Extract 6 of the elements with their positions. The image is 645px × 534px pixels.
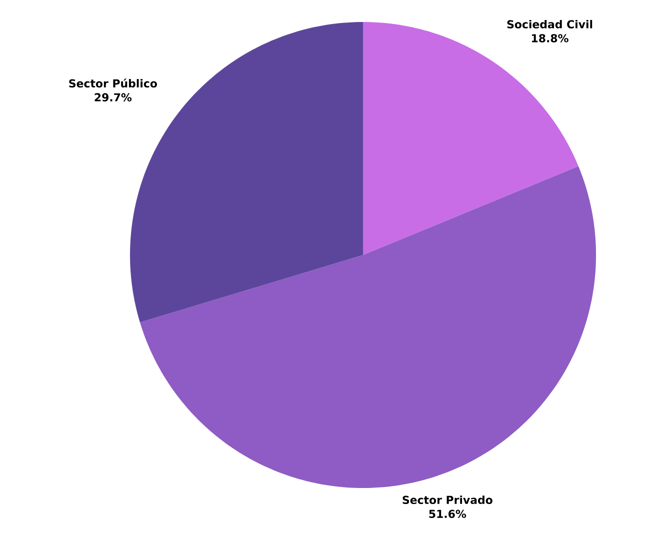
slice-label: Sector Privado (402, 496, 492, 504)
slice-label: Sociedad Civil (507, 20, 592, 28)
data-label: 18.8% (532, 34, 568, 42)
slice-label: Sector Público (69, 78, 157, 88)
data-label: 29.7% (94, 93, 132, 102)
data-label: 51.6% (429, 510, 466, 518)
